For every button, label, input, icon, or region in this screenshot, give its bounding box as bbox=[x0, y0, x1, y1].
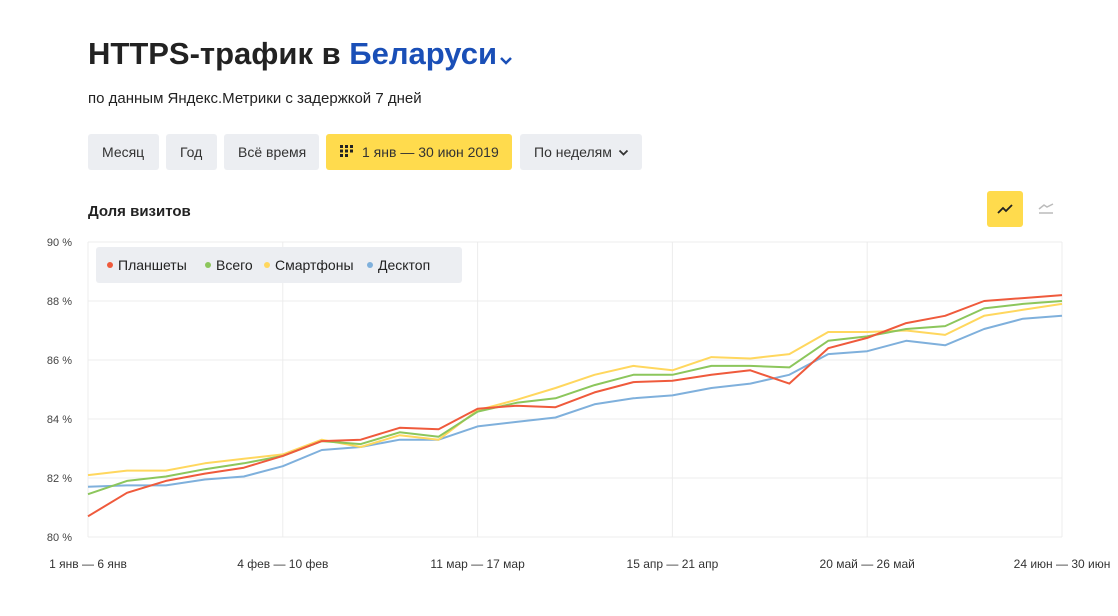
period-year-button[interactable]: Год bbox=[166, 134, 217, 170]
series-line bbox=[87, 300, 1063, 496]
month-label: Месяц bbox=[102, 144, 145, 160]
legend-entry: Всего bbox=[216, 257, 253, 273]
date-range-label: 1 янв — 30 июн 2019 bbox=[362, 144, 499, 160]
region-name: Беларуси bbox=[349, 36, 498, 71]
x-tick-label: 1 янв — 6 янв bbox=[49, 557, 127, 571]
x-tick-label: 24 июн — 30 июн bbox=[1014, 557, 1111, 571]
x-tick-label: 11 мар — 17 мар bbox=[430, 557, 525, 571]
y-tick-label: 84 % bbox=[47, 414, 72, 426]
line-chart-mode-button[interactable] bbox=[987, 191, 1023, 227]
legend-entry: Десктоп bbox=[378, 257, 430, 273]
grouping-label: По неделям bbox=[534, 144, 612, 160]
y-tick-label: 80 % bbox=[47, 532, 72, 544]
x-tick-label: 15 апр — 21 апр bbox=[627, 557, 719, 571]
period-month-button[interactable]: Месяц bbox=[88, 134, 159, 170]
area-chart-mode-button[interactable] bbox=[1028, 191, 1064, 227]
series-line bbox=[87, 314, 1063, 488]
legend-marker bbox=[205, 262, 211, 268]
legend-entry: Планшеты bbox=[118, 257, 187, 273]
y-tick-label: 86 % bbox=[47, 355, 72, 367]
x-tick-label: 20 май — 26 май bbox=[820, 557, 915, 571]
period-all-time-button[interactable]: Всё время bbox=[224, 134, 319, 170]
x-tick-label: 4 фев — 10 фев bbox=[237, 557, 328, 571]
chevron-down-icon bbox=[618, 134, 629, 170]
series-line bbox=[87, 294, 1063, 518]
chevron-down-icon bbox=[499, 38, 513, 74]
line-chart-icon bbox=[997, 204, 1013, 214]
y-tick-label: 88 % bbox=[47, 296, 72, 308]
legend-marker bbox=[107, 262, 113, 268]
page-subtitle: по данным Яндекс.Метрики с задержкой 7 д… bbox=[88, 90, 422, 107]
area-chart-icon bbox=[1038, 203, 1054, 214]
page-title: HTTPS-трафик в Беларуси bbox=[88, 36, 513, 74]
all-time-label: Всё время bbox=[238, 144, 307, 160]
year-label: Год bbox=[180, 144, 203, 160]
y-tick-label: 90 % bbox=[47, 237, 72, 249]
series-line bbox=[87, 302, 1063, 477]
grouping-select[interactable]: По неделям bbox=[520, 134, 642, 170]
legend-marker bbox=[367, 262, 373, 268]
y-tick-label: 82 % bbox=[47, 473, 72, 485]
date-range-button[interactable]: 1 янв — 30 июн 2019 bbox=[326, 134, 512, 170]
metric-title: Доля визитов bbox=[88, 203, 191, 220]
legend-entry: Смартфоны bbox=[275, 257, 354, 273]
legend-marker bbox=[264, 262, 270, 268]
region-selector[interactable]: Беларуси bbox=[349, 36, 513, 71]
title-prefix: HTTPS-трафик в bbox=[88, 36, 341, 71]
legend-box bbox=[96, 247, 462, 283]
calendar-icon bbox=[340, 134, 354, 170]
